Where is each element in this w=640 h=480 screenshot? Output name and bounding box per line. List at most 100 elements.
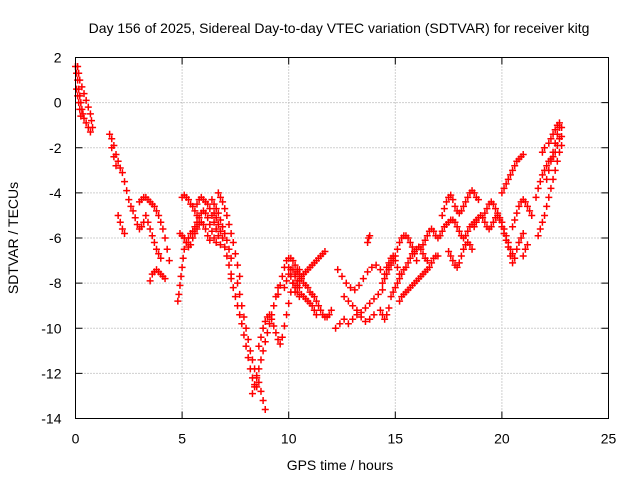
data-point [393, 279, 401, 287]
data-point [165, 257, 173, 265]
data-point [498, 223, 506, 231]
data-point [402, 263, 410, 271]
data-point [376, 266, 384, 274]
data-point [127, 202, 135, 210]
data-point [368, 263, 376, 271]
data-point [379, 286, 387, 294]
y-tick-label: 2 [54, 50, 62, 66]
data-point [481, 218, 489, 226]
data-point [451, 202, 459, 210]
data-point [543, 202, 551, 210]
data-point [229, 284, 237, 292]
data-point [263, 329, 271, 337]
data-point [221, 205, 229, 213]
data-point [558, 132, 566, 140]
data-point [340, 293, 348, 301]
data-point [193, 211, 201, 219]
data-point [511, 216, 519, 224]
series-arc-9 [419, 187, 482, 271]
data-point [547, 157, 555, 165]
data-point [180, 234, 188, 242]
data-point [293, 288, 301, 296]
data-point [225, 220, 233, 228]
data-point [449, 196, 457, 204]
data-point [391, 284, 399, 292]
data-point [272, 329, 280, 337]
data-point [244, 336, 252, 344]
data-point [159, 225, 167, 233]
data-point [509, 223, 517, 231]
data-point [82, 96, 90, 104]
data-point [216, 227, 224, 235]
data-point [118, 169, 126, 177]
data-point [163, 245, 171, 253]
data-point [464, 193, 472, 201]
data-point [521, 198, 529, 206]
data-point [75, 99, 83, 107]
data-point [278, 333, 286, 341]
data-point [470, 189, 478, 197]
data-point [187, 241, 195, 249]
series-arc-5 [227, 266, 303, 413]
data-point [206, 205, 214, 213]
data-point [366, 315, 374, 323]
data-point [76, 105, 84, 113]
data-point [315, 302, 323, 310]
y-tick-label: -8 [49, 275, 62, 291]
data-point [479, 214, 487, 222]
data-point [242, 342, 250, 350]
data-point [551, 126, 559, 134]
data-point [430, 227, 438, 235]
data-point [157, 254, 165, 262]
data-point [389, 288, 397, 296]
data-point [214, 220, 222, 228]
series-arc-3 [135, 193, 173, 285]
data-point [393, 263, 401, 271]
data-point [73, 85, 81, 93]
data-point [253, 374, 261, 382]
x-axis-tick-labels: 0 5 10 15 20 25 [72, 431, 617, 447]
data-point [310, 306, 318, 314]
data-point [421, 236, 429, 244]
data-point [523, 241, 531, 249]
data-point [453, 263, 461, 271]
data-point [549, 130, 557, 138]
data-point [270, 302, 278, 310]
data-point [86, 128, 94, 136]
grid-lines [75, 57, 609, 419]
data-point [383, 311, 391, 319]
data-point [223, 211, 231, 219]
data-point [483, 205, 491, 213]
data-point [506, 252, 514, 260]
data-point [114, 211, 122, 219]
data-point [289, 279, 297, 287]
data-point [108, 144, 116, 152]
data-point [176, 281, 184, 289]
data-point [212, 225, 220, 233]
data-point [189, 202, 197, 210]
series-arc-10 [470, 151, 536, 267]
data-point [227, 275, 235, 283]
series-arc-7 [332, 232, 393, 332]
data-point [202, 209, 210, 217]
data-point [155, 211, 163, 219]
data-point [494, 209, 502, 217]
data-point [538, 218, 546, 226]
data-point [268, 315, 276, 323]
data-point [204, 200, 212, 208]
data-point [295, 293, 303, 301]
data-point [225, 245, 233, 253]
data-point [349, 315, 357, 323]
data-point [423, 257, 431, 265]
data-point [442, 198, 450, 206]
data-point [248, 390, 256, 398]
y-tick-label: -14 [41, 411, 61, 427]
data-point [221, 229, 229, 237]
data-point [116, 164, 124, 172]
data-point [502, 236, 510, 244]
data-point [379, 279, 387, 287]
data-point [223, 252, 231, 260]
data-point [216, 193, 224, 201]
x-tick-label: 10 [281, 431, 297, 447]
data-point [487, 223, 495, 231]
